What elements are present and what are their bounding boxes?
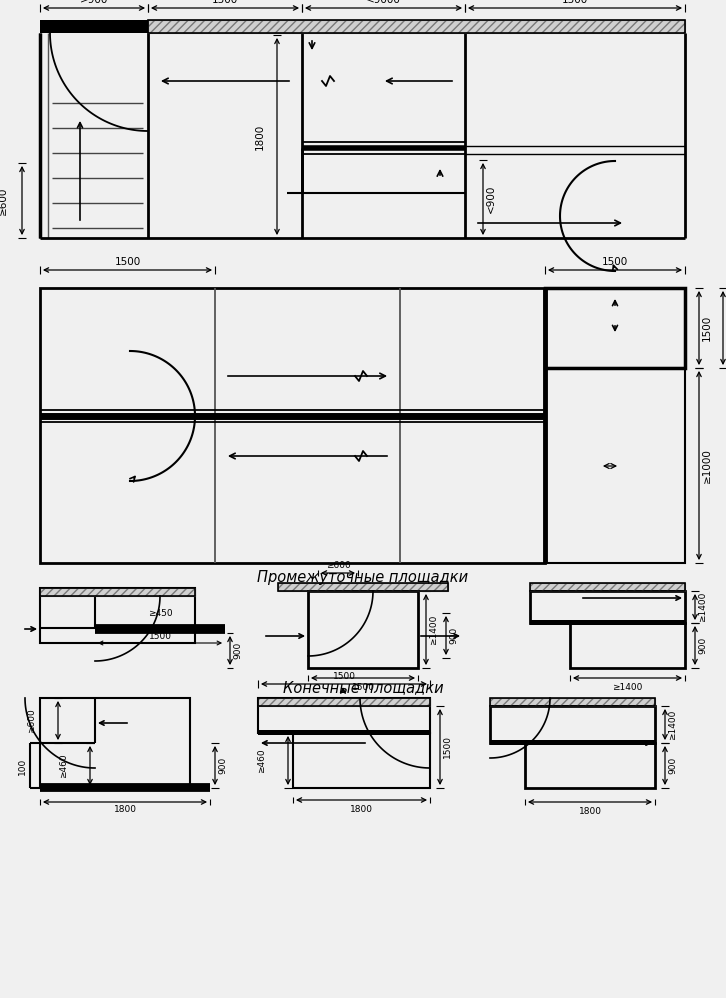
Text: 1800: 1800 bbox=[113, 805, 136, 814]
Bar bbox=[530, 583, 685, 591]
Text: 1500: 1500 bbox=[702, 315, 712, 341]
Text: <900: <900 bbox=[486, 185, 496, 214]
Text: ≥1400: ≥1400 bbox=[668, 710, 677, 740]
Text: 1800: 1800 bbox=[255, 124, 265, 150]
Bar bbox=[525, 743, 655, 788]
Text: 100: 100 bbox=[17, 757, 27, 774]
Text: 900: 900 bbox=[668, 756, 677, 774]
Text: 1500: 1500 bbox=[115, 257, 141, 267]
Text: 1800: 1800 bbox=[350, 805, 373, 814]
Bar bbox=[40, 588, 195, 643]
Text: ≥600: ≥600 bbox=[0, 187, 8, 215]
Text: 1500: 1500 bbox=[443, 736, 452, 758]
Text: 900: 900 bbox=[449, 627, 458, 644]
Text: 1500: 1500 bbox=[602, 257, 628, 267]
Text: 1500: 1500 bbox=[351, 683, 375, 692]
Text: ≥1400: ≥1400 bbox=[429, 615, 438, 645]
Bar bbox=[490, 698, 655, 706]
Bar bbox=[490, 698, 655, 706]
Text: 1500: 1500 bbox=[333, 672, 356, 681]
Bar bbox=[570, 623, 685, 668]
Bar bbox=[258, 730, 430, 735]
Text: 1500: 1500 bbox=[149, 632, 171, 641]
Bar bbox=[40, 784, 210, 791]
Bar bbox=[148, 20, 685, 33]
Bar bbox=[258, 698, 430, 733]
Bar bbox=[258, 698, 430, 706]
Text: ≥450: ≥450 bbox=[147, 609, 172, 618]
Bar bbox=[278, 583, 448, 591]
Bar bbox=[40, 588, 195, 596]
Bar bbox=[530, 620, 685, 625]
Text: 1500: 1500 bbox=[562, 0, 588, 5]
Bar bbox=[308, 591, 418, 668]
Bar bbox=[40, 20, 148, 33]
Text: 900: 900 bbox=[218, 756, 227, 774]
Bar bbox=[95, 625, 225, 633]
Bar bbox=[490, 740, 655, 745]
Text: ≥600: ≥600 bbox=[27, 709, 36, 733]
Bar bbox=[530, 583, 685, 591]
Text: ≥460: ≥460 bbox=[59, 753, 68, 777]
Bar bbox=[40, 588, 195, 596]
Bar bbox=[278, 583, 448, 591]
Text: ≥1400: ≥1400 bbox=[698, 592, 707, 622]
Text: Конечные площадки: Конечные площадки bbox=[282, 680, 444, 695]
Text: ≥460: ≥460 bbox=[257, 748, 266, 772]
Bar bbox=[40, 698, 190, 788]
Bar bbox=[40, 588, 195, 596]
Text: 900: 900 bbox=[233, 642, 242, 659]
Bar bbox=[258, 698, 430, 706]
Bar bbox=[148, 20, 685, 33]
Bar bbox=[530, 583, 685, 591]
Text: Промежуточные площадки: Промежуточные площадки bbox=[258, 570, 468, 585]
Bar bbox=[545, 288, 685, 368]
Bar bbox=[490, 698, 655, 706]
Text: 1800: 1800 bbox=[579, 807, 602, 816]
Text: ≥1400: ≥1400 bbox=[612, 683, 643, 692]
Bar bbox=[545, 368, 685, 563]
Bar bbox=[258, 698, 430, 706]
Bar bbox=[148, 20, 685, 33]
Bar bbox=[490, 706, 655, 743]
Text: ≥1000: ≥1000 bbox=[702, 448, 712, 483]
Text: <9000: <9000 bbox=[366, 0, 401, 5]
Text: 900: 900 bbox=[698, 637, 707, 654]
Text: >900: >900 bbox=[80, 0, 108, 5]
Bar bbox=[293, 733, 430, 788]
Text: ≥600: ≥600 bbox=[326, 561, 351, 570]
Bar bbox=[530, 591, 685, 623]
Text: 1500: 1500 bbox=[212, 0, 238, 5]
Bar bbox=[278, 583, 448, 591]
Bar bbox=[40, 288, 545, 563]
